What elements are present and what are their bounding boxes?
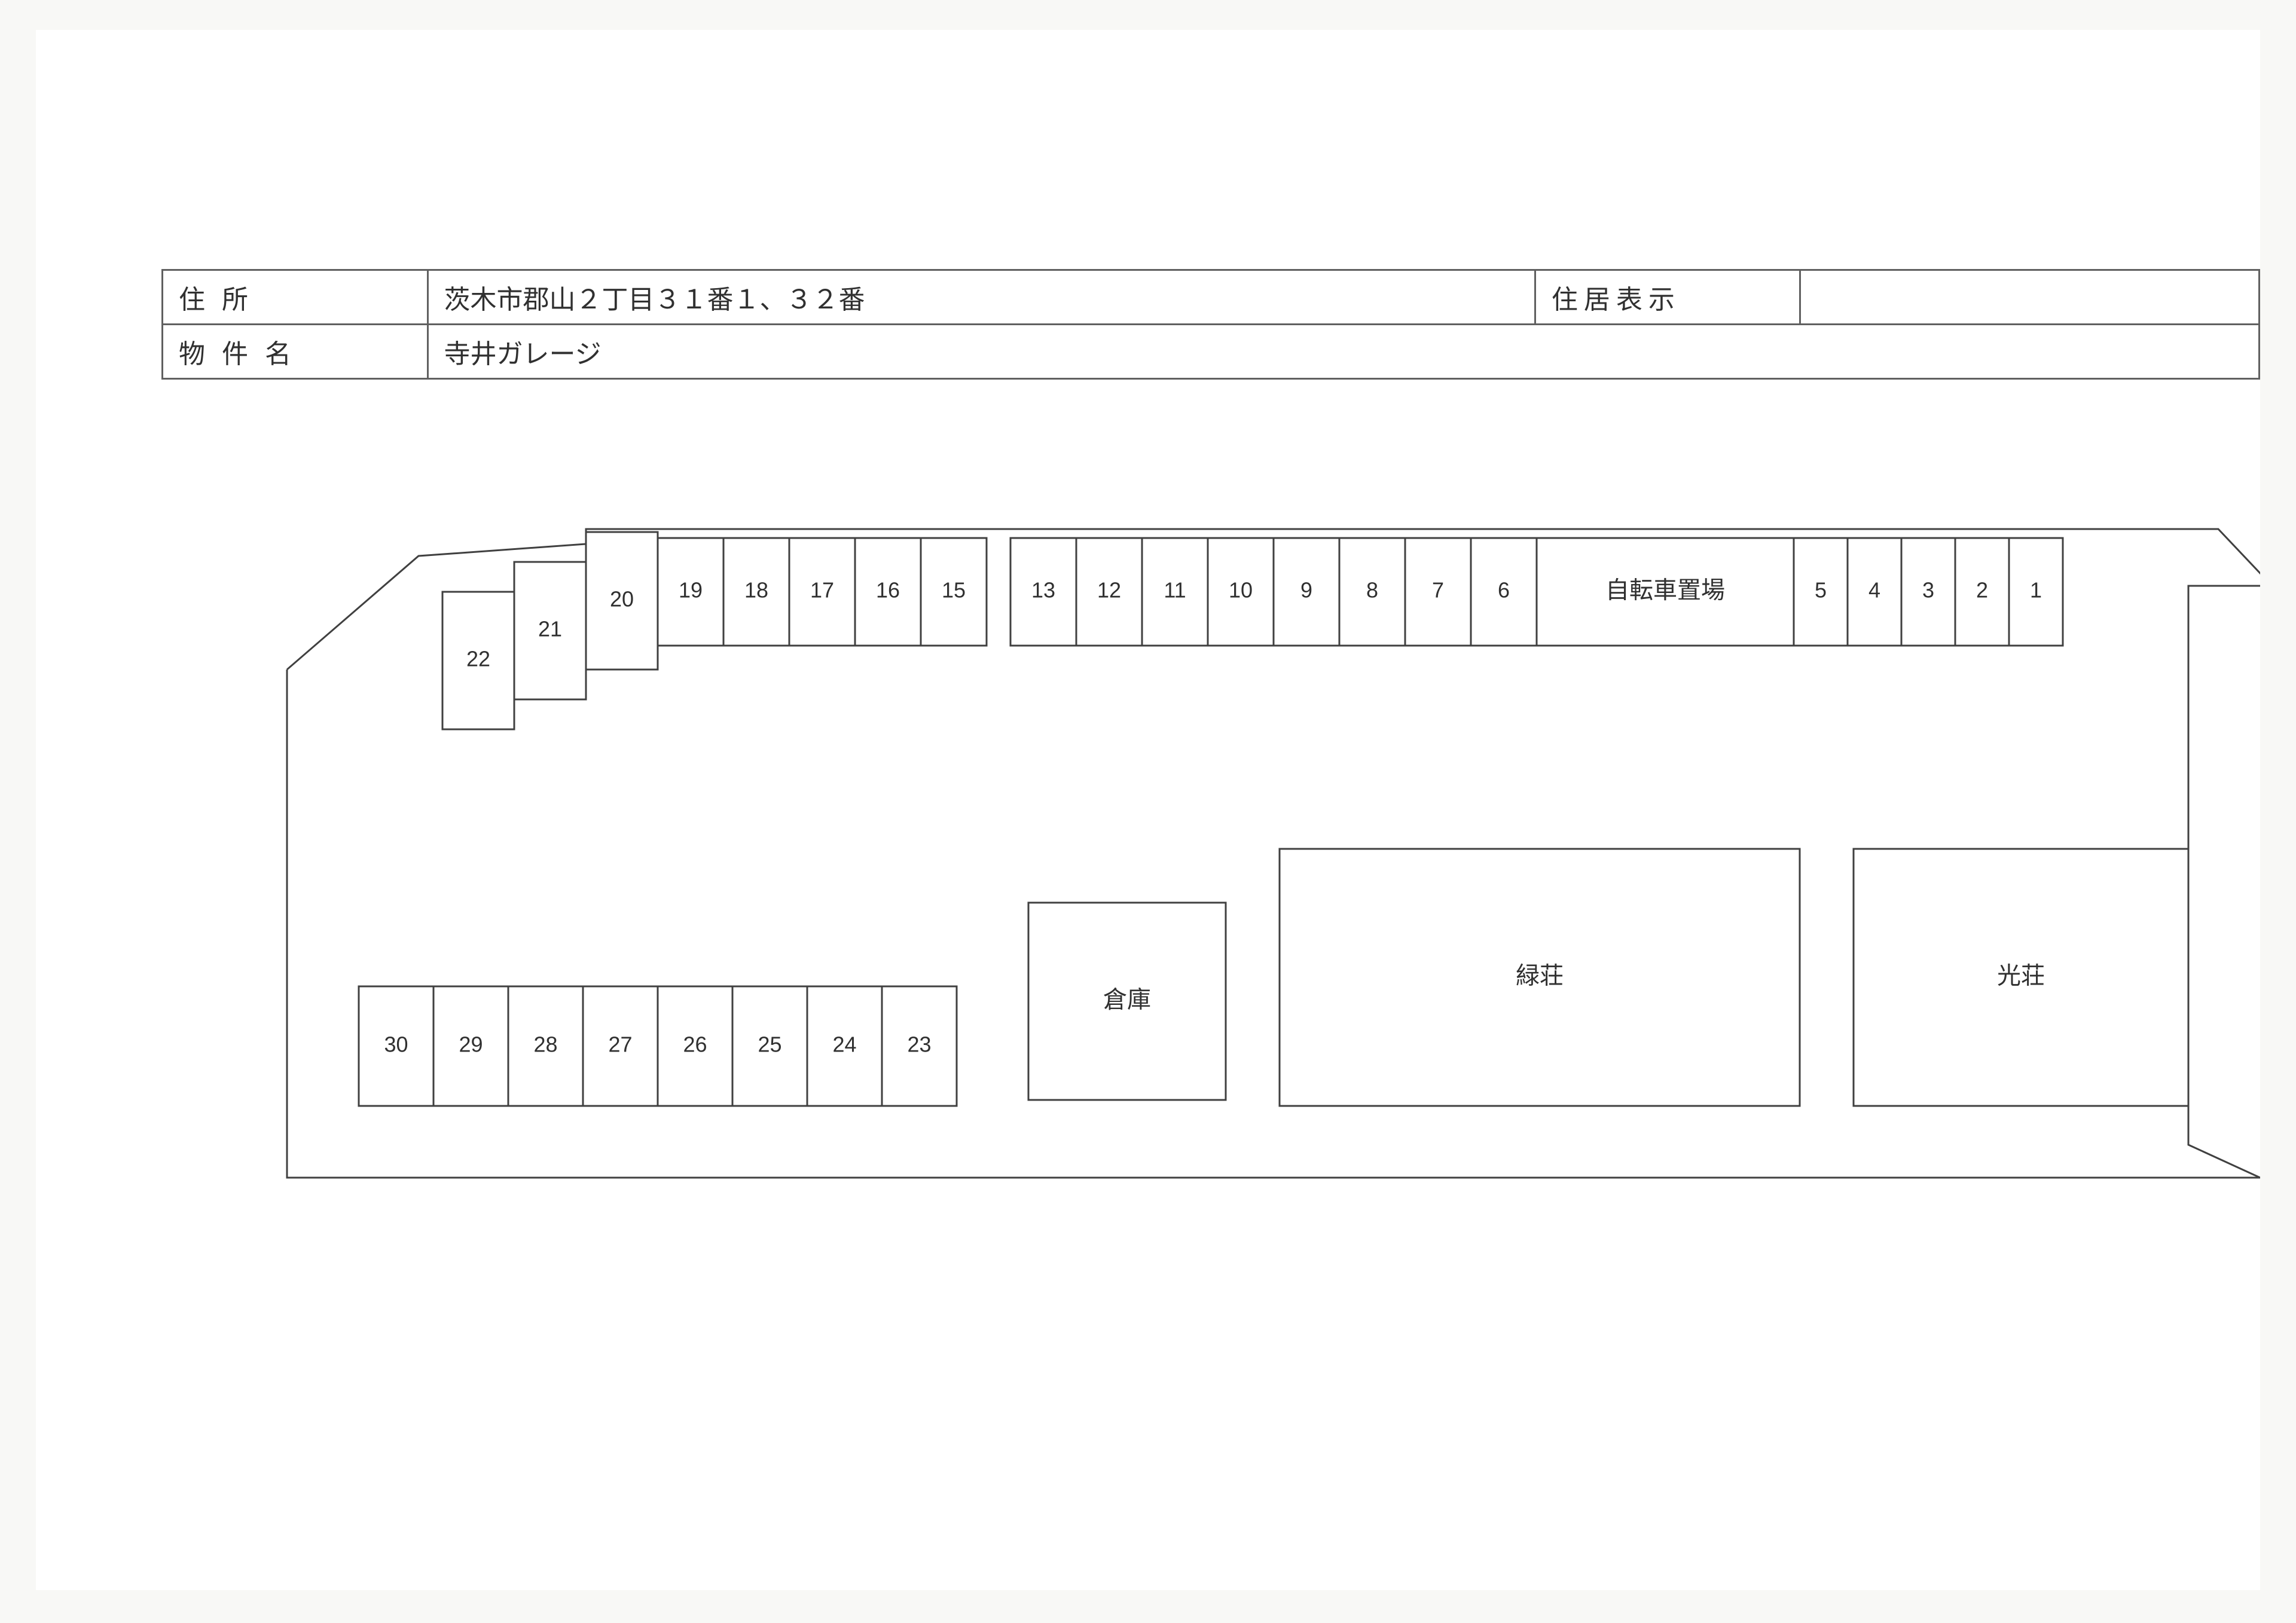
header-residence-value: [1800, 270, 2260, 325]
slot-label: 6: [1498, 578, 1510, 603]
page: 住所茨木市郡山２丁目３１番１、３２番住居表示物件名寺井ガレージ 19181716…: [0, 0, 2296, 1623]
slot-label: 18: [744, 578, 768, 603]
slot-label: 4: [1868, 578, 1880, 603]
slot-label: 30: [384, 1032, 408, 1057]
slot-label: 25: [758, 1032, 781, 1057]
header-info-table: 住所茨木市郡山２丁目３１番１、３２番住居表示物件名寺井ガレージ: [161, 269, 2260, 380]
slot-label: 12: [1097, 578, 1121, 603]
slot-label: 22: [466, 647, 490, 671]
header-residence-label: 住居表示: [1535, 270, 1800, 325]
slot-label: 13: [1031, 578, 1055, 603]
slot-label: 19: [679, 578, 703, 603]
slot-label: 光荘: [1997, 963, 2045, 989]
slot-label: 15: [942, 578, 966, 603]
slot-label: 27: [608, 1032, 632, 1057]
slot-label: 29: [459, 1032, 483, 1057]
slot-label: 8: [1366, 578, 1378, 603]
slot-label: 28: [533, 1032, 557, 1057]
header-address-label: 住所: [163, 270, 428, 325]
slot-label: 11: [1164, 578, 1186, 603]
slot-label: 自転車置場: [1605, 577, 1725, 604]
slot-label: 5: [1815, 578, 1827, 603]
slot-label: 20: [610, 587, 634, 612]
slot-label: 7: [1432, 578, 1444, 603]
slot-label: 倉庫: [1103, 987, 1151, 1013]
slot-label: 10: [1229, 578, 1253, 603]
header-address-value: 茨木市郡山２丁目３１番１、３２番: [428, 270, 1535, 325]
slot-label: 21: [538, 617, 562, 641]
slot-label: 23: [907, 1032, 931, 1057]
sheet: 住所茨木市郡山２丁目３１番１、３２番住居表示物件名寺井ガレージ 19181716…: [36, 30, 2260, 1590]
slot-label: 3: [1922, 578, 1934, 603]
header-property-value: 寺井ガレージ: [428, 325, 2259, 379]
slot-label: 17: [810, 578, 834, 603]
slot-label: 16: [876, 578, 900, 603]
slot-label: 緑荘: [1516, 963, 1564, 989]
slot-label: 26: [683, 1032, 707, 1057]
slot-label: 24: [832, 1032, 856, 1057]
slot-label: 1: [2030, 578, 2042, 603]
header-property-label: 物件名: [163, 325, 428, 379]
parking-layout-diagram: 1918171615131211109876自転車置場5432120212230…: [191, 520, 2260, 1214]
slot-label: 2: [1976, 578, 1988, 603]
slot-label: 9: [1300, 578, 1312, 603]
